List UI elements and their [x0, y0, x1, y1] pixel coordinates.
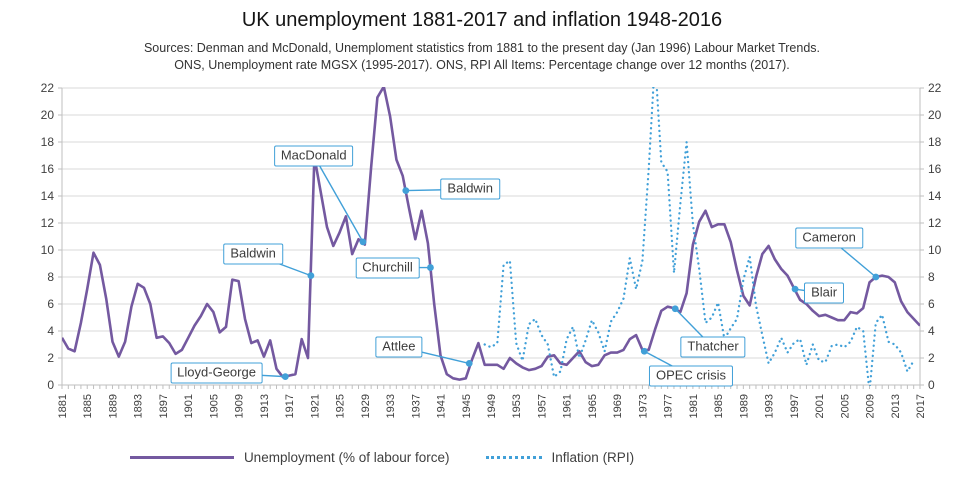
svg-text:1881: 1881: [57, 394, 69, 418]
svg-text:1889: 1889: [107, 394, 119, 418]
svg-text:1913: 1913: [259, 394, 271, 418]
svg-text:1909: 1909: [234, 394, 246, 418]
svg-text:1901: 1901: [183, 394, 195, 418]
svg-text:2013: 2013: [890, 394, 902, 418]
svg-text:22: 22: [41, 81, 55, 95]
inflation-line-swatch: [485, 456, 542, 459]
svg-text:0: 0: [47, 378, 54, 392]
svg-text:6: 6: [928, 297, 935, 311]
svg-text:1957: 1957: [536, 394, 548, 418]
svg-text:2017: 2017: [915, 394, 927, 418]
svg-text:8: 8: [47, 270, 54, 284]
svg-text:1965: 1965: [587, 394, 599, 418]
svg-text:12: 12: [928, 216, 942, 230]
svg-text:18: 18: [41, 135, 55, 149]
svg-text:2: 2: [47, 351, 54, 365]
svg-text:2: 2: [928, 351, 935, 365]
svg-text:6: 6: [47, 297, 54, 311]
svg-text:1921: 1921: [309, 394, 321, 418]
svg-text:14: 14: [928, 189, 942, 203]
svg-text:1969: 1969: [612, 394, 624, 418]
svg-text:1893: 1893: [133, 394, 145, 418]
svg-text:22: 22: [928, 81, 942, 95]
x-axis-labels: 1881 1885 1889 1893 1897 1901 1905 1909 1913 1917…: [57, 385, 927, 418]
svg-text:20: 20: [41, 108, 55, 122]
series: [62, 87, 920, 386]
svg-text:2009: 2009: [865, 394, 877, 418]
svg-text:1989: 1989: [738, 394, 750, 418]
unemployment-of-labour-force-line: [62, 87, 920, 381]
svg-text:8: 8: [928, 270, 935, 284]
svg-text:1945: 1945: [461, 394, 473, 418]
svg-text:2001: 2001: [814, 394, 826, 418]
chart-title: UK unemployment 1881-2017 and inflation …: [241, 9, 723, 31]
svg-text:10: 10: [928, 243, 942, 257]
svg-text:1905: 1905: [208, 394, 220, 418]
svg-text:1933: 1933: [385, 394, 397, 418]
svg-text:1973: 1973: [637, 394, 649, 418]
svg-text:1925: 1925: [335, 394, 347, 418]
svg-text:1929: 1929: [360, 394, 372, 418]
chart-source-line-2: ONS, Unemployment rate MGSX (1995-2017).…: [174, 58, 790, 72]
svg-text:1941: 1941: [436, 394, 448, 418]
svg-text:1937: 1937: [410, 394, 422, 418]
svg-text:2005: 2005: [839, 394, 851, 418]
chart-source-line-1: Sources: Denman and McDonald, Unemplomen…: [143, 41, 821, 55]
legend-label-unemployment: Unemployment (% of labour force): [243, 450, 450, 465]
svg-text:1985: 1985: [713, 394, 725, 418]
svg-text:1981: 1981: [688, 394, 700, 418]
svg-text:14: 14: [41, 189, 55, 203]
svg-text:12: 12: [41, 216, 55, 230]
svg-text:10: 10: [41, 243, 55, 257]
svg-text:1897: 1897: [158, 394, 170, 418]
gridlines: [62, 87, 920, 386]
axes: [61, 88, 921, 389]
svg-text:16: 16: [928, 162, 942, 176]
chart-legend: Unemployment (% of labour force) Inflati…: [0, 450, 864, 465]
svg-text:1885: 1885: [82, 394, 94, 418]
svg-text:4: 4: [47, 324, 54, 338]
svg-text:18: 18: [928, 135, 942, 149]
svg-text:1993: 1993: [764, 394, 776, 418]
svg-text:0: 0: [928, 378, 935, 392]
svg-text:1997: 1997: [789, 394, 801, 418]
unemployment-line-swatch: [129, 456, 234, 459]
inflation-rpi-line: [483, 87, 915, 386]
svg-text:1977: 1977: [663, 394, 675, 418]
svg-text:1917: 1917: [284, 394, 296, 418]
svg-text:4: 4: [928, 324, 935, 338]
svg-text:1949: 1949: [486, 394, 498, 418]
svg-text:1953: 1953: [511, 394, 523, 418]
svg-text:20: 20: [928, 108, 942, 122]
svg-text:1961: 1961: [562, 394, 574, 418]
svg-text:16: 16: [41, 162, 55, 176]
legend-label-inflation: Inflation (RPI): [551, 450, 635, 465]
